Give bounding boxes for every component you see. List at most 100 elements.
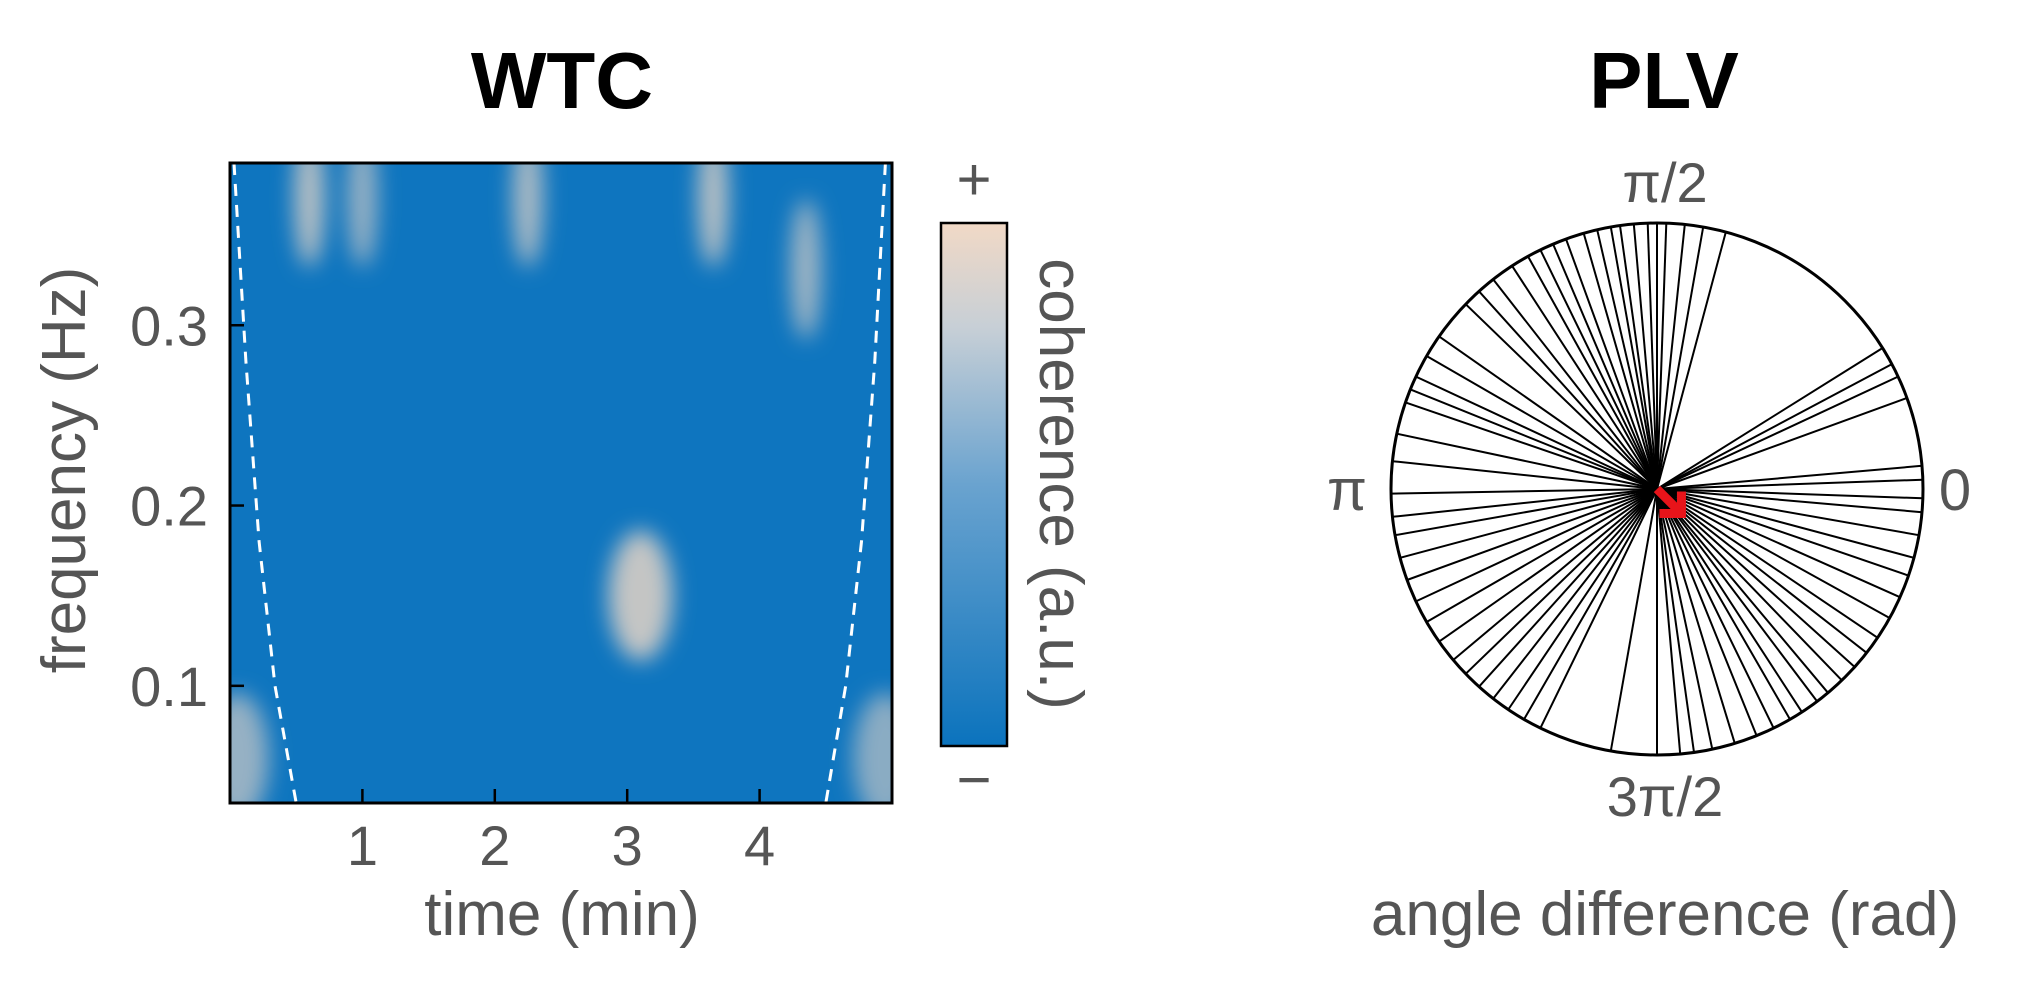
- phase-spoke: [1646, 223, 1658, 490]
- phase-spoke: [1596, 229, 1658, 490]
- phase-spoke: [1492, 488, 1658, 700]
- heatmap-background: [230, 163, 892, 803]
- x-tick-label: 3: [612, 814, 643, 877]
- colorbar-min-label: −: [956, 746, 991, 813]
- coi-left-curve: [232, 163, 298, 803]
- phase-spoke: [1405, 401, 1658, 490]
- coherence-hotspot: [790, 199, 821, 340]
- wtc-heatmap: [230, 163, 892, 803]
- phase-spoke: [1656, 488, 1775, 729]
- x-tick-label: 4: [744, 814, 775, 877]
- phase-spoke: [1438, 335, 1658, 490]
- y-tick-label: 0.1: [130, 655, 208, 718]
- phase-spoke: [1539, 249, 1658, 490]
- phase-spoke: [1656, 488, 1923, 514]
- plv-title: PLV: [1589, 36, 1739, 125]
- mean-vector-arrow: [1653, 485, 1686, 518]
- phase-spoke: [1609, 488, 1658, 752]
- y-tick-label: 0.2: [130, 475, 208, 538]
- phase-spoke: [1656, 488, 1909, 577]
- phase-spoke: [1656, 488, 1843, 681]
- phase-spoke: [1478, 488, 1658, 688]
- angle-label-top: π/2: [1622, 151, 1707, 214]
- phase-spoke: [1656, 397, 1908, 490]
- phase-spoke: [1656, 488, 1879, 639]
- phase-spoke: [1415, 375, 1658, 490]
- phase-spoke: [1438, 488, 1658, 643]
- colorbar-label: coherence (a.u.): [1026, 258, 1095, 709]
- phase-spoke: [1656, 363, 1893, 490]
- phase-spoke: [1492, 278, 1658, 490]
- phase-spoke: [1656, 375, 1899, 490]
- phase-spoke: [1656, 488, 1803, 713]
- coherence-hotspot: [347, 163, 378, 268]
- phase-spoke: [1656, 488, 1901, 599]
- phase-spoke: [1656, 488, 1758, 736]
- phase-spoke: [1552, 243, 1658, 490]
- phase-spoke: [1426, 355, 1658, 490]
- phase-spoke: [1656, 488, 1923, 500]
- phase-spoke: [1656, 488, 1868, 654]
- heatmap-frame: [228, 161, 894, 805]
- phase-spoke: [1507, 488, 1658, 711]
- y-tick-label: 0.3: [130, 294, 208, 357]
- phase-spoke: [1656, 223, 1668, 490]
- phase-spoke: [1452, 488, 1658, 661]
- phase-spoke: [1656, 488, 1791, 720]
- wtc-x-ticks: 1 2 3 4: [347, 789, 775, 877]
- phase-spoke: [1656, 488, 1891, 619]
- plv-panel: PLV π/2 3π/2 π 0 angle difference (rad): [1327, 36, 1971, 949]
- coherence-hotspot: [698, 163, 729, 268]
- heatmap-hotspots: [230, 163, 892, 803]
- angle-label-bottom: 3π/2: [1607, 765, 1723, 828]
- colorbar: + − coherence (a.u.): [939, 146, 1095, 813]
- coherence-hotspot: [608, 530, 673, 661]
- phase-spoke: [1656, 488, 1829, 694]
- phase-spoke: [1527, 255, 1658, 490]
- phase-spoke: [1582, 233, 1658, 490]
- plv-x-axis-label: angle difference (rad): [1371, 880, 1959, 949]
- phase-spoke: [1465, 303, 1658, 490]
- phase-spoke: [1410, 388, 1658, 490]
- phase-spoke: [1465, 488, 1658, 675]
- wtc-y-ticks: 0.1 0.2 0.3: [130, 294, 244, 718]
- angle-label-right: 0: [1939, 458, 1971, 523]
- phase-spoke: [1391, 488, 1658, 495]
- phase-spoke: [1523, 488, 1658, 720]
- colorbar-max-label: +: [956, 146, 991, 213]
- phase-spoke: [1396, 432, 1658, 490]
- x-tick-label: 2: [479, 814, 510, 877]
- x-tick-label: 1: [347, 814, 378, 877]
- coherence-hotspot: [230, 692, 269, 803]
- wtc-panel: WTC 1 2 3 4 0.1 0.2 0.3 time (min) frequency …: [30, 36, 1095, 949]
- phase-spoke: [1392, 460, 1658, 490]
- phase-spoke: [1478, 290, 1658, 490]
- phase-spoke: [1565, 238, 1658, 490]
- phase-spoke: [1399, 488, 1658, 559]
- phase-spoke: [1656, 488, 1856, 668]
- phase-spoke: [1656, 478, 1923, 490]
- phase-spoke: [1656, 488, 1818, 703]
- phase-spoke: [1511, 265, 1658, 490]
- phase-spoke: [1406, 488, 1658, 581]
- coi-right-curve: [824, 163, 887, 803]
- wtc-title: WTC: [471, 36, 653, 125]
- colorbar-gradient: [939, 221, 1009, 748]
- mean-vector-head: [1659, 491, 1686, 518]
- wtc-x-axis-label: time (min): [424, 880, 700, 949]
- phase-spoke: [1656, 224, 1686, 490]
- phase-spoke: [1539, 488, 1658, 729]
- phase-spoke: [1426, 488, 1658, 623]
- phase-spoke: [1392, 488, 1658, 518]
- coherence-hotspot: [512, 163, 543, 268]
- phase-spoke: [1656, 488, 1682, 755]
- phase-spoke: [1656, 488, 1695, 753]
- phase-spoke: [1656, 226, 1705, 490]
- phase-spoke: [1656, 464, 1923, 490]
- phase-spoke: [1656, 488, 1714, 750]
- phase-spoke: [1656, 347, 1884, 490]
- phase-spoke: [1415, 488, 1658, 603]
- phase-spoke: [1656, 488, 1920, 537]
- coherence-hotspot: [853, 692, 892, 803]
